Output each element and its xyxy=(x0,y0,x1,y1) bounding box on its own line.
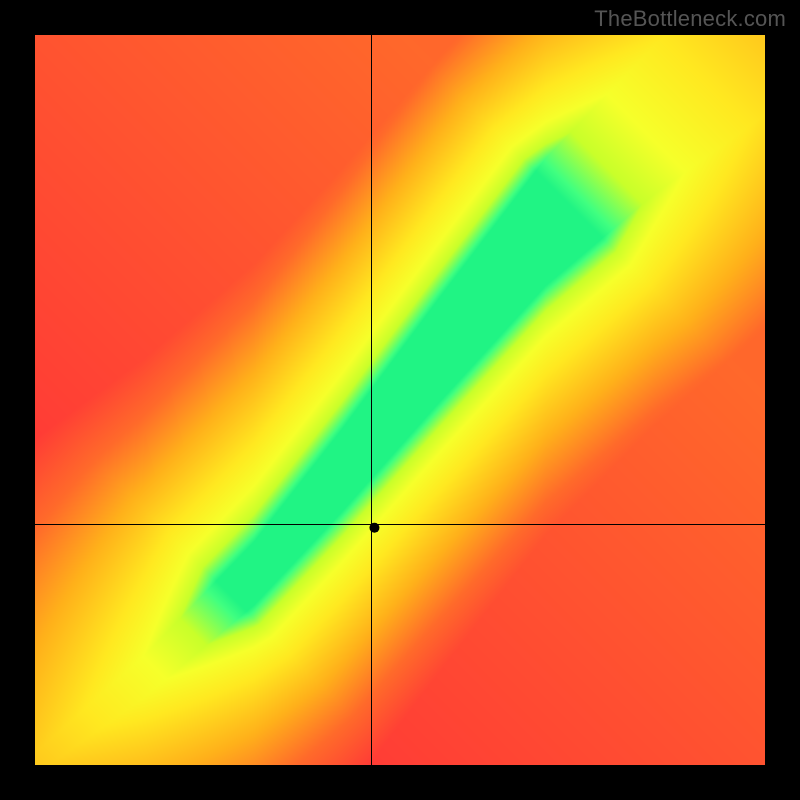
crosshair-vertical xyxy=(371,35,372,765)
heatmap-plot xyxy=(35,35,765,765)
chart-container: TheBottleneck.com xyxy=(0,0,800,800)
crosshair-horizontal xyxy=(35,524,765,525)
watermark-text: TheBottleneck.com xyxy=(594,6,786,32)
marker-canvas xyxy=(35,35,765,765)
